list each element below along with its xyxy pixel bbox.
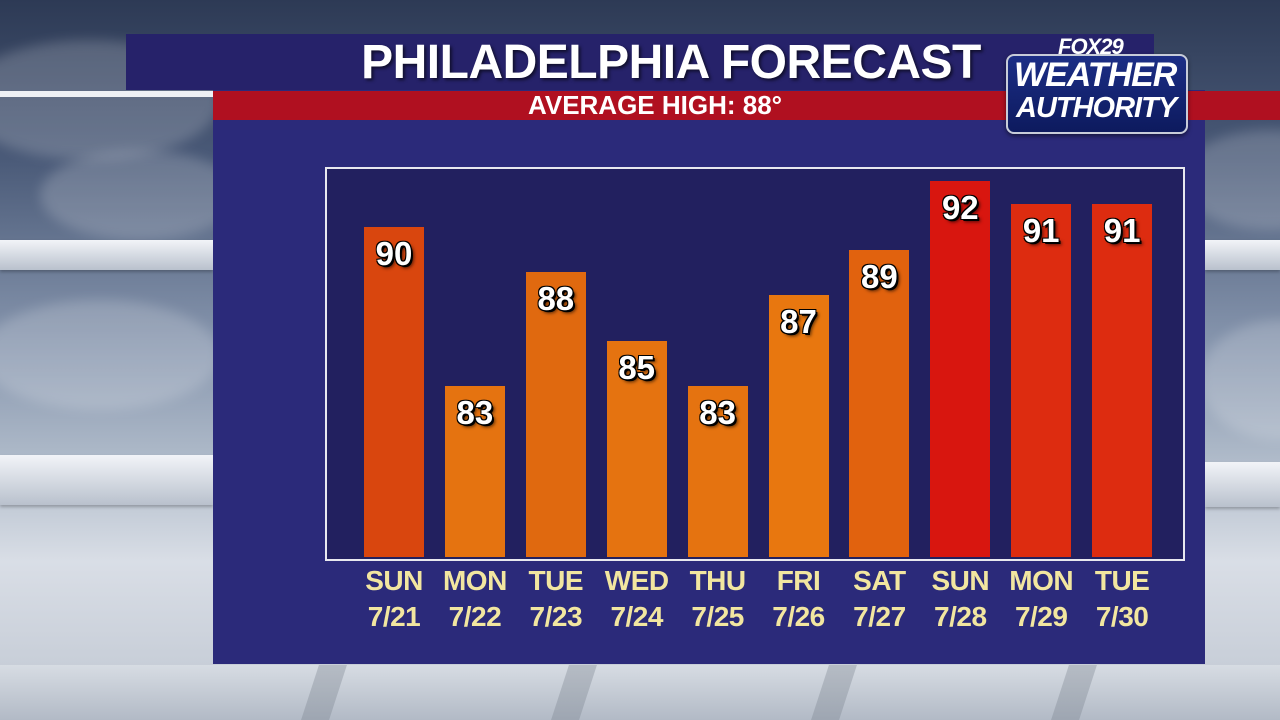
x-tick-date: 7/27 (853, 601, 906, 632)
x-tick-date: 7/24 (610, 601, 663, 632)
x-tick-day: SAT (853, 565, 906, 596)
logo-brand: FOX29 (1058, 34, 1124, 59)
x-tick-day: SUN (931, 565, 990, 596)
x-tick-label: MON 7/22 (430, 563, 520, 635)
bar-sun-7-28 (930, 181, 991, 557)
station-logo: FOX29 WEATHER AUTHORITY (1006, 34, 1188, 134)
x-tick-day: TUE (1094, 565, 1150, 596)
bar-value-label: 90 (375, 234, 413, 272)
bar-value-label: 91 (1103, 212, 1141, 250)
x-tick-label: TUE 7/30 (1077, 563, 1167, 635)
floor (0, 665, 1280, 720)
bar-mon-7-22 (444, 386, 505, 557)
bar-mon-7-29 (1011, 204, 1072, 557)
x-tick-label: SUN 7/28 (915, 563, 1005, 635)
logo-line-weather: WEATHER (1014, 56, 1177, 94)
railing-right-upper (1205, 240, 1280, 270)
x-tick-date: 7/23 (529, 601, 583, 632)
subtitle-text: AVERAGE HIGH: 88° (528, 90, 783, 120)
divider-line (0, 91, 213, 97)
logo-badge (1006, 54, 1188, 134)
bar-value-label: 83 (699, 394, 736, 432)
bar-value-label: 92 (941, 189, 979, 227)
x-tick-day: SUN (365, 565, 423, 596)
x-tick-label: WED 7/24 (592, 563, 682, 635)
x-tick-label: MON 7/29 (996, 563, 1086, 635)
x-tick-label: THU 7/25 (673, 563, 763, 635)
x-tick-date: 7/26 (772, 601, 825, 632)
railing-left-lower (0, 455, 213, 505)
x-tick-label: SAT 7/27 (834, 563, 924, 635)
x-tick-date: 7/22 (448, 601, 502, 632)
bar-value-label: 88 (537, 280, 575, 318)
logo-line-authority: AUTHORITY (1016, 92, 1177, 124)
bar-sat-7-27 (849, 249, 910, 557)
x-tick-date: 7/30 (1095, 601, 1149, 632)
page-title: PHILADELPHIA FORECAST (361, 35, 981, 89)
railing-right-lower (1205, 462, 1280, 507)
x-tick-day: FRI (776, 565, 821, 596)
bar-value-label: 83 (456, 394, 494, 432)
x-tick-date: 7/29 (1014, 601, 1068, 632)
bar-value-label: 91 (1022, 212, 1060, 250)
x-tick-day: WED (604, 565, 669, 596)
bar-value-label: 87 (780, 303, 817, 341)
bar-value-label: 89 (861, 257, 898, 295)
x-tick-day: THU (689, 565, 747, 596)
bar-tue-7-30 (1092, 204, 1153, 557)
bar-thu-7-25 (687, 386, 748, 557)
x-tick-day: MON (1009, 565, 1074, 596)
bar-fri-7-26 (768, 295, 829, 557)
x-tick-date: 7/25 (691, 601, 744, 632)
x-tick-day: TUE (528, 565, 584, 596)
bar-sun-7-21 (364, 226, 424, 557)
x-tick-date: 7/21 (367, 601, 421, 632)
x-tick-label: FRI 7/26 (754, 563, 844, 635)
bar-tue-7-23 (525, 272, 586, 557)
x-tick-label: SUN 7/21 (349, 563, 439, 635)
title-bar (126, 34, 1154, 90)
x-tick-date: 7/28 (934, 601, 987, 632)
railing-left-upper (0, 240, 213, 270)
x-tick-label: TUE 7/23 (511, 563, 601, 635)
bar-wed-7-24 (606, 340, 667, 557)
x-tick-day: MON (442, 565, 507, 596)
subtitle: AVERAGE HIGH: 88° (213, 90, 1280, 120)
bar-value-label: 85 (618, 348, 656, 386)
